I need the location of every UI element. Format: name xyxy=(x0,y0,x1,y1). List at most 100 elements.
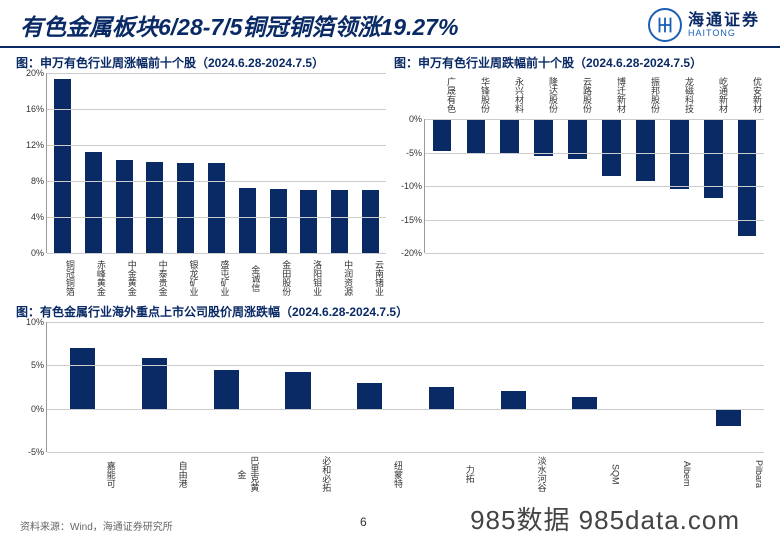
grid-line xyxy=(47,452,764,453)
xtick-label: 纽蒙特 xyxy=(333,452,405,494)
bar xyxy=(177,163,194,253)
bar xyxy=(239,188,256,253)
bar xyxy=(636,119,655,181)
logo-icon xyxy=(648,8,682,42)
grid-line xyxy=(425,253,764,254)
chart-overseas: 图：有色金属行业海外重点上市公司股价周涨跌幅（2024.6.28-2024.7.… xyxy=(0,301,780,494)
bar-slot xyxy=(692,322,764,452)
xtick-label: 广晟有色 xyxy=(424,73,458,119)
bar xyxy=(534,119,553,156)
grid-line xyxy=(47,322,764,323)
bar xyxy=(357,383,382,409)
chart2-title: 图：申万有色行业周跌幅前十个股（2024.6.28-2024.7.5） xyxy=(394,54,764,71)
bar-slot xyxy=(201,73,232,253)
xtick-label: 金诚信 xyxy=(231,253,262,301)
grid-line xyxy=(47,253,386,254)
xtick-label: 铜冠铜箔 xyxy=(46,253,77,301)
xtick-label: 必和必拓 xyxy=(261,452,333,494)
ytick-label: 20% xyxy=(26,68,44,78)
chart-top-gainers: 图：申万有色行业周涨幅前十个股（2024.6.28-2024.7.5） 0%4%… xyxy=(16,54,386,301)
bar-slot xyxy=(109,73,140,253)
bar-slot xyxy=(334,322,406,452)
bar-slot xyxy=(621,322,693,452)
bar-slot xyxy=(139,73,170,253)
logo-text-en: HAITONG xyxy=(688,29,760,38)
xtick-label: 云南锗业 xyxy=(355,253,386,301)
grid-line xyxy=(47,109,386,110)
chart3-yaxis: -5%0%5%10% xyxy=(16,322,46,452)
xtick-label: 中金黄金 xyxy=(108,253,139,301)
xtick-label: 中泰贵金 xyxy=(139,253,170,301)
ytick-label: -5% xyxy=(406,148,422,158)
grid-line xyxy=(425,119,764,120)
bar xyxy=(602,119,621,176)
bar xyxy=(572,397,597,408)
chart3-title: 图：有色金属行业海外重点上市公司股价周涨跌幅（2024.6.28-2024.7.… xyxy=(16,303,764,320)
xtick-label: 中润资源 xyxy=(324,253,355,301)
xtick-label: 振邦股份 xyxy=(628,73,662,119)
grid-line xyxy=(47,365,764,366)
bar xyxy=(500,119,519,154)
ytick-label: 5% xyxy=(31,360,44,370)
xtick-label: 赤峰黄金 xyxy=(77,253,108,301)
bar xyxy=(85,152,102,253)
bar xyxy=(146,162,163,253)
bar xyxy=(285,372,310,408)
bar xyxy=(501,391,526,408)
chart2-xlabels: 广晟有色华锋股份永兴材料隆达股份云路股份博迁新材振邦股份龙磁科技屹通新材优安新材 xyxy=(424,73,764,119)
bar-slot xyxy=(294,73,325,253)
bar xyxy=(331,190,348,253)
grid-line xyxy=(47,409,764,410)
bar xyxy=(300,190,317,253)
ytick-label: 0% xyxy=(31,248,44,258)
xtick-label: 巴里克黄金 xyxy=(190,452,262,494)
xtick-label: 盛屯矿业 xyxy=(201,253,232,301)
chart2-plot xyxy=(424,119,764,253)
xtick-label: 屹通新材 xyxy=(696,73,730,119)
bar-slot xyxy=(78,73,109,253)
xtick-label: 永兴材料 xyxy=(492,73,526,119)
grid-line xyxy=(47,181,386,182)
bar xyxy=(116,160,133,253)
bar-slot xyxy=(190,322,262,452)
xtick-label: 淡水河谷 xyxy=(477,452,549,494)
ytick-label: 4% xyxy=(31,212,44,222)
chart3-xlabels: 嘉能可自由港巴里克黄金必和必拓纽蒙特力拓淡水河谷SQMAlbemPilbara xyxy=(46,452,764,494)
bar-slot xyxy=(263,73,294,253)
ytick-label: 10% xyxy=(26,317,44,327)
bar xyxy=(433,119,452,151)
bar-slot xyxy=(47,73,78,253)
bar-slot xyxy=(549,322,621,452)
bar-slot xyxy=(119,322,191,452)
xtick-label: 嘉能可 xyxy=(46,452,118,494)
ytick-label: 8% xyxy=(31,176,44,186)
xtick-label: 自由港 xyxy=(118,452,190,494)
ytick-label: 12% xyxy=(26,140,44,150)
xtick-label: Pilbara xyxy=(692,452,764,494)
xtick-label: 隆达股份 xyxy=(526,73,560,119)
bar xyxy=(716,409,741,426)
grid-line xyxy=(47,73,386,74)
xtick-label: 金田股份 xyxy=(262,253,293,301)
chart1-xlabels: 铜冠铜箔赤峰黄金中金黄金中泰贵金银龙矿业盛屯矿业金诚信金田股份洛阳钼业中润资源云… xyxy=(46,253,386,301)
xtick-label: 力拓 xyxy=(405,452,477,494)
bar xyxy=(270,189,287,253)
grid-line xyxy=(47,217,386,218)
chart1-plot xyxy=(46,73,386,253)
bar xyxy=(467,119,486,153)
chart-top-losers: 图：申万有色行业周跌幅前十个股（2024.6.28-2024.7.5） 广晟有色… xyxy=(394,54,764,301)
ytick-label: -10% xyxy=(401,181,422,191)
bar xyxy=(54,79,71,253)
xtick-label: Albem xyxy=(620,452,692,494)
chart1-yaxis: 0%4%8%12%16%20% xyxy=(16,73,46,253)
ytick-label: -5% xyxy=(28,447,44,457)
page-title: 有色金属板块6/28-7/5铜冠铜箔领涨19.27% xyxy=(20,8,458,42)
grid-line xyxy=(47,145,386,146)
ytick-label: -20% xyxy=(401,248,422,258)
header: 有色金属板块6/28-7/5铜冠铜箔领涨19.27% 海通证券 HAITONG xyxy=(0,0,780,48)
xtick-label: 华锋股份 xyxy=(458,73,492,119)
bar-slot xyxy=(324,73,355,253)
grid-line xyxy=(425,220,764,221)
bar-slot xyxy=(262,322,334,452)
bar-slot xyxy=(406,322,478,452)
